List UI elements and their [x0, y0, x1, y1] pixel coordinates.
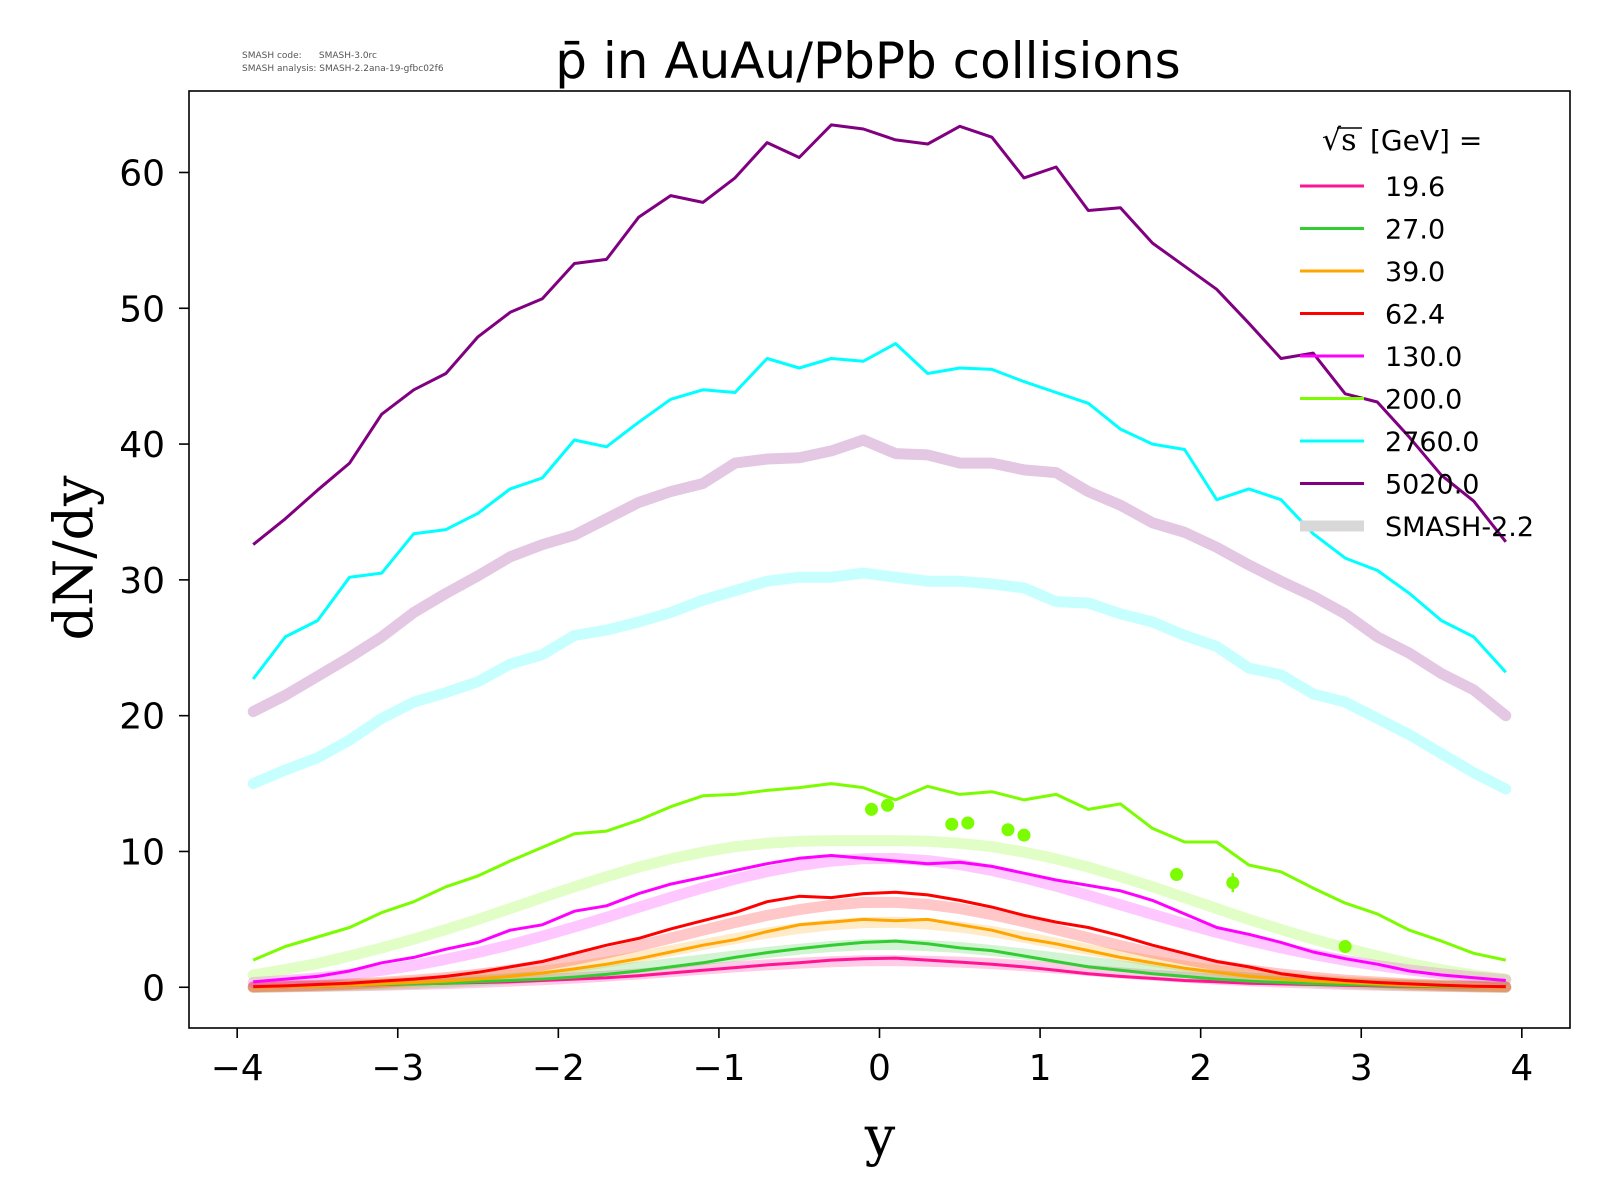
legend-label-39.0: 39.0 — [1385, 257, 1445, 288]
x-tick-label: 2 — [1189, 1048, 1212, 1089]
data-point — [1226, 876, 1240, 890]
y-tick-label: 10 — [119, 832, 165, 873]
plot-frame — [188, 90, 1571, 1029]
x-tick-label: 0 — [868, 1048, 891, 1089]
y-tick-label: 60 — [119, 153, 165, 194]
series-line-39.0 — [253, 917, 1506, 989]
data-point — [1170, 868, 1184, 882]
x-tick-label: 3 — [1350, 1048, 1373, 1089]
data-point — [945, 817, 959, 831]
smash-reference-line-5020.0 — [247, 434, 1512, 722]
legend-label-200.0: 200.0 — [1385, 385, 1462, 416]
x-tick-label: −2 — [532, 1048, 585, 1089]
y-axis: 0 10 20 30 40 50 60 — [119, 153, 189, 1009]
smash-reference-line-200.0 — [247, 835, 1512, 985]
legend-title-symbol: √s — [1322, 123, 1357, 158]
smash-analysis-label: SMASH analysis: SMASH-2.2ana-19-gfbc02f6 — [242, 64, 444, 74]
legend-label-19.6: 19.6 — [1385, 172, 1445, 203]
series-line-62.4 — [253, 890, 1506, 989]
legend-label-130.0: 130.0 — [1385, 342, 1462, 373]
data-point — [881, 798, 895, 812]
legend-title: [GeV] = — [1370, 124, 1482, 157]
y-tick-label: 30 — [119, 561, 165, 602]
series-line-200.0 — [252, 782, 1507, 962]
legend-items: 19.6 27.0 39.0 62.4 130.0 200.0 2760.0 5020.0 SM… — [1300, 172, 1534, 543]
x-tick-label: −1 — [692, 1048, 745, 1089]
legend-label-27.0: 27.0 — [1385, 215, 1445, 246]
x-axis-label: y — [864, 1105, 896, 1168]
series-line-5020.0 — [252, 123, 1507, 546]
legend: √s [GeV] = 19.6 27.0 39.0 62.4 130.0 200.0 276… — [1300, 123, 1534, 543]
x-tick-label: −3 — [371, 1048, 424, 1089]
series-line-2760.0 — [252, 342, 1507, 680]
data-point — [1001, 823, 1015, 837]
legend-label-5020.0: 5020.0 — [1385, 470, 1479, 501]
y-tick-label: 50 — [119, 289, 165, 330]
series-line-27.0 — [253, 939, 1506, 989]
x-tick-label: 1 — [1029, 1048, 1052, 1089]
legend-label-62.4: 62.4 — [1385, 300, 1445, 331]
y-axis-label: dN/dy — [42, 475, 105, 641]
data-point — [1338, 940, 1352, 954]
y-tick-label: 40 — [119, 425, 165, 466]
legend-label-2760.0: 2760.0 — [1385, 427, 1479, 458]
y-tick-label: 20 — [119, 697, 165, 738]
series-layer — [252, 123, 1507, 989]
x-tick-label: 4 — [1510, 1048, 1533, 1089]
x-tick-label: −4 — [211, 1048, 264, 1089]
data-point — [1017, 828, 1031, 842]
chart-title: p̄ in AuAu/PbPb collisions — [555, 32, 1180, 90]
data-point — [864, 802, 878, 816]
y-tick-label: 0 — [142, 968, 165, 1009]
smash-reference-line-2760.0 — [247, 567, 1512, 795]
data-point — [961, 816, 975, 830]
experimental-points-layer — [864, 798, 1352, 954]
series-line-130.0 — [253, 854, 1506, 984]
x-axis: −4 −3 −2 −1 0 1 2 3 4 — [211, 1028, 1533, 1089]
smash-code-label: SMASH code: SMASH-3.0rc — [242, 51, 377, 61]
legend-label-smash-reference: SMASH-2.2 — [1385, 512, 1534, 543]
